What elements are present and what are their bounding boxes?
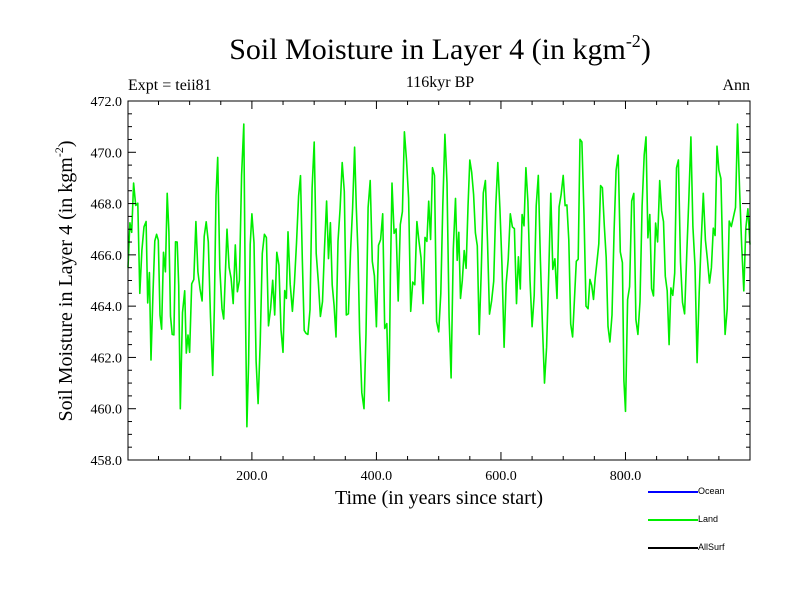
legend-label-land: Land [698,514,719,524]
y-tick-label: 462.0 [91,351,123,366]
legend-item-land: Land [648,512,758,526]
chart-subtitle: 116kyr BP [405,74,475,91]
y-tick-label: 470.0 [91,146,123,161]
x-axis-label: Time (in years since start) [334,487,544,509]
legend-line-allsurf [648,547,698,549]
legend-label-allsurf: AllSurf [698,542,725,552]
y-tick-label: 466.0 [91,249,123,264]
y-axis-label-exponent: -2 [52,147,66,158]
legend: Ocean Land AllSurf [648,484,758,564]
y-tick-label: 464.0 [91,300,123,315]
chart-title-text: Soil Moisture in Layer 4 (in kgm [229,33,626,66]
y-tick-label: 460.0 [91,403,123,418]
legend-line-ocean [648,491,698,493]
data-layer [127,123,751,428]
y-axis-label-tail: ) [55,140,77,148]
legend-line-land [648,519,698,521]
x-tick-label: 800.0 [610,469,642,484]
x-tick-label: 600.0 [485,469,517,484]
y-tick-label: 468.0 [91,198,123,213]
y-axis-label: Soil Moisture in Layer 4 (in kgm-2) [52,140,77,422]
y-axis-label-text: Soil Moisture in Layer 4 (in kgm [55,157,77,422]
legend-item-allsurf: AllSurf [648,540,758,554]
x-tick-label: 200.0 [236,469,268,484]
experiment-label: Expt = teii81 [128,77,212,94]
plot-frame [127,100,751,461]
chart-title-tail: ) [640,33,651,66]
tick-label-layer: 458.0 460.0 462.0 464.0 466.0 468.0 470.0 472.0… [91,95,642,484]
chart-title-exponent: -2 [625,31,641,51]
series-line-land [127,123,751,428]
axis-layer [127,100,751,461]
period-label: Ann [722,77,750,94]
y-tick-label: 472.0 [91,95,123,110]
y-tick-label: 458.0 [91,454,123,469]
chart-title: Soil Moisture in Layer 4 (in kgm-2) [0,32,800,68]
x-tick-label: 400.0 [361,469,393,484]
legend-label-ocean: Ocean [698,486,725,496]
legend-item-ocean: Ocean [648,484,758,498]
